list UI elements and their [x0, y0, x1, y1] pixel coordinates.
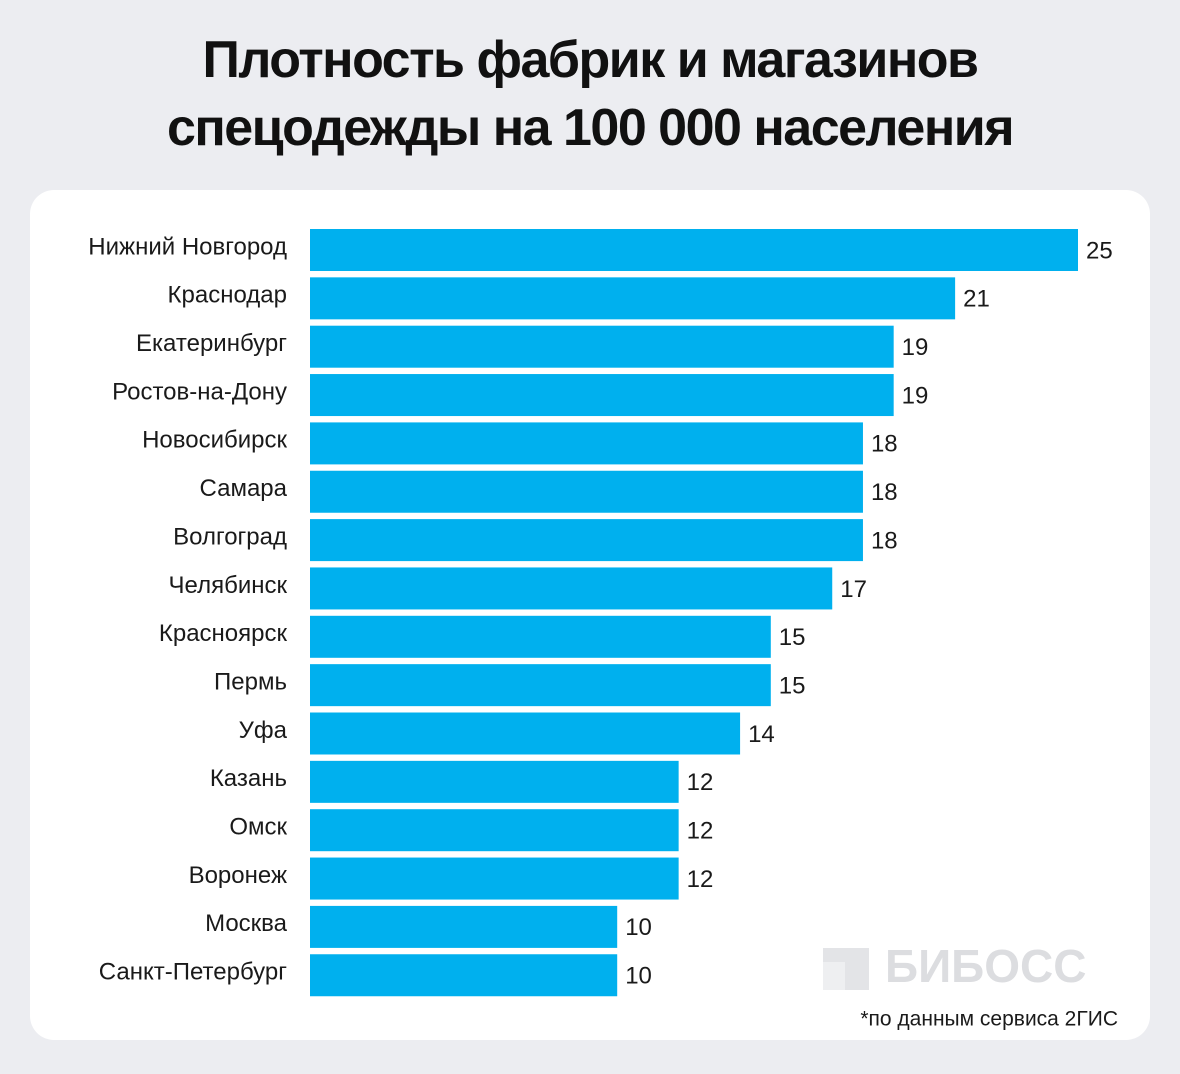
- category-label: Санкт-Петербург: [99, 959, 287, 986]
- value-label: 12: [687, 769, 714, 796]
- value-label: 25: [1086, 237, 1113, 264]
- bar: [310, 374, 894, 417]
- category-label: Воронеж: [189, 862, 287, 889]
- bar: [310, 229, 1078, 271]
- watermark: БИБОСС: [885, 940, 1086, 992]
- value-label: 17: [840, 576, 867, 603]
- watermark-icon: [823, 962, 845, 990]
- bar: [310, 760, 679, 803]
- value-label: 18: [871, 527, 898, 554]
- bar: [310, 277, 956, 320]
- value-label: 15: [779, 624, 806, 651]
- value-label: 12: [687, 866, 714, 893]
- bar: [310, 422, 863, 465]
- value-label: 10: [625, 963, 652, 990]
- bar: [310, 809, 679, 852]
- bar: [310, 857, 679, 900]
- category-label: Красноярск: [159, 620, 288, 647]
- value-label: 10: [625, 914, 652, 941]
- category-label: Екатеринбург: [136, 330, 287, 357]
- category-label: Ростов-на-Дону: [112, 378, 287, 405]
- value-label: 19: [902, 334, 929, 361]
- bar: [310, 519, 863, 562]
- bar: [310, 905, 618, 948]
- bar: [310, 470, 863, 513]
- category-label: Новосибирск: [142, 427, 287, 454]
- bar: [310, 325, 894, 368]
- bar: [310, 664, 771, 707]
- category-label: Казань: [210, 765, 287, 792]
- category-label: Краснодар: [168, 282, 287, 309]
- value-label: 19: [902, 382, 929, 409]
- category-label: Уфа: [239, 717, 288, 744]
- category-label: Челябинск: [169, 572, 288, 599]
- bar: [310, 615, 771, 658]
- bar: [310, 712, 741, 755]
- category-label: Нижний Новгород: [88, 233, 287, 260]
- value-label: 21: [963, 286, 990, 313]
- chart-title: Плотность фабрик и магазинов спецодежды …: [166, 31, 1015, 157]
- footnote: *по данным сервиса 2ГИС: [860, 1008, 1118, 1031]
- category-label: Омск: [229, 814, 287, 841]
- value-label: 18: [871, 431, 898, 458]
- category-label: Москва: [205, 910, 288, 937]
- bar: [310, 954, 618, 997]
- value-label: 14: [748, 721, 775, 748]
- category-label: Пермь: [214, 668, 287, 695]
- category-label: Самара: [200, 475, 288, 502]
- value-label: 12: [687, 818, 714, 845]
- value-label: 15: [779, 672, 806, 699]
- value-label: 18: [871, 479, 898, 506]
- bar: [310, 567, 833, 610]
- category-label: Волгоград: [173, 523, 287, 550]
